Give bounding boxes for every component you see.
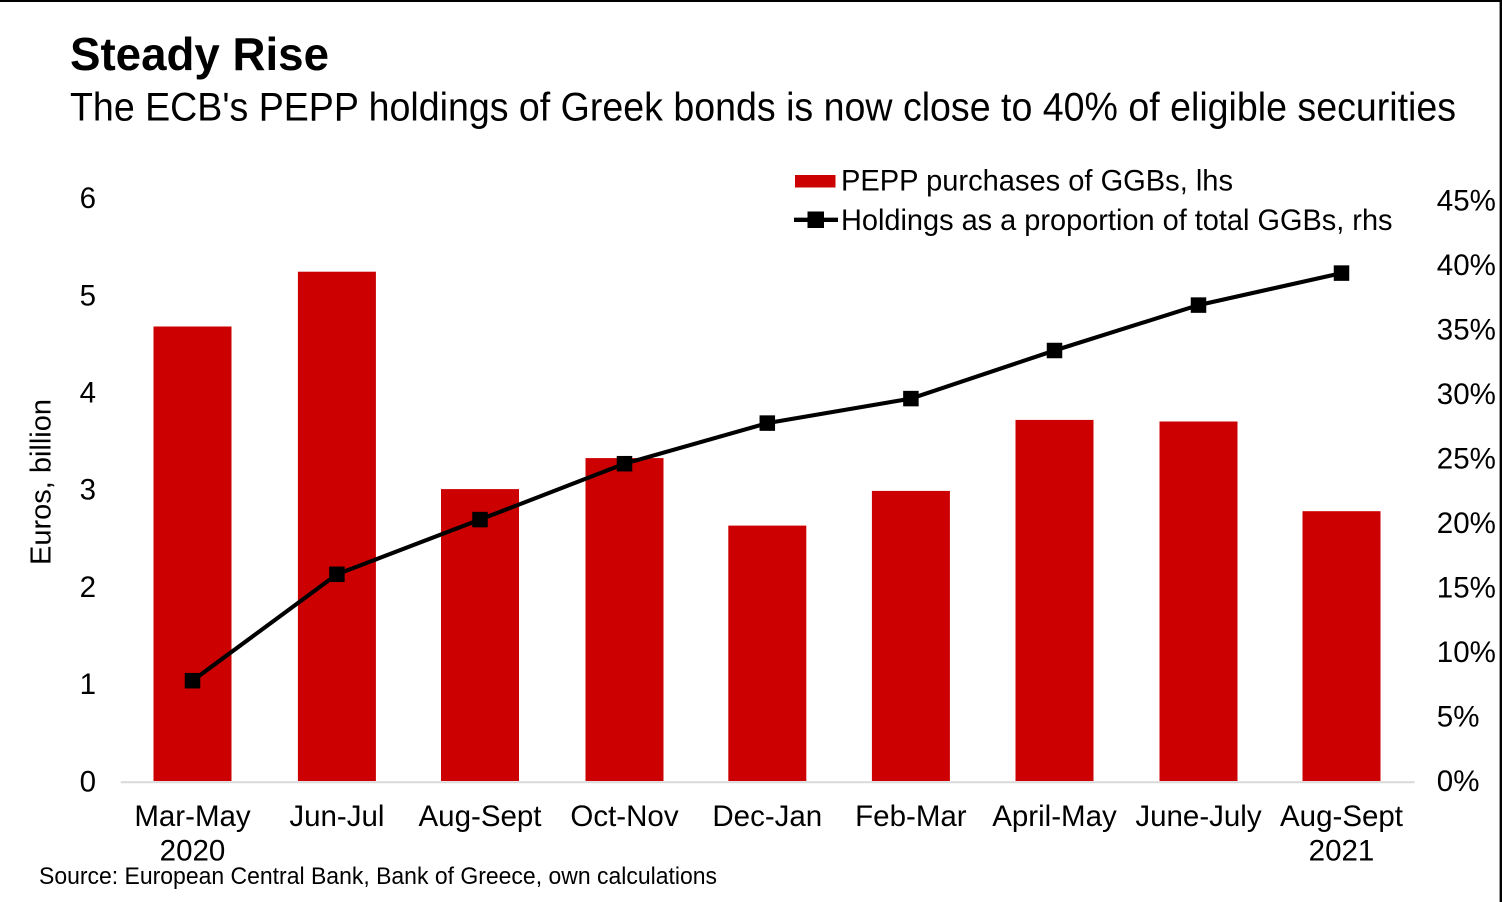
svg-text:20%: 20% [1437, 507, 1496, 540]
svg-text:Holdings as a proportion of to: Holdings as a proportion of total GGBs, … [841, 204, 1393, 237]
svg-text:15%: 15% [1437, 571, 1496, 604]
svg-text:10%: 10% [1437, 636, 1496, 669]
svg-text:2: 2 [80, 571, 96, 604]
svg-text:0%: 0% [1437, 765, 1480, 798]
svg-text:Jun-Jul: Jun-Jul [289, 800, 384, 833]
svg-text:Dec-Jan: Dec-Jan [712, 800, 822, 833]
svg-text:Aug-Sept: Aug-Sept [419, 800, 542, 833]
svg-text:6: 6 [80, 182, 96, 215]
svg-text:Aug-Sept: Aug-Sept [1280, 800, 1403, 833]
svg-text:April-May: April-May [992, 800, 1117, 833]
svg-text:35%: 35% [1437, 313, 1496, 346]
svg-text:PEPP purchases of GGBs, lhs: PEPP purchases of GGBs, lhs [841, 165, 1233, 198]
svg-text:5%: 5% [1437, 701, 1480, 734]
svg-text:Mar-May: Mar-May [134, 800, 251, 833]
svg-text:3: 3 [80, 474, 96, 507]
svg-text:2021: 2021 [1309, 835, 1375, 868]
svg-text:30%: 30% [1437, 378, 1496, 411]
svg-text:1: 1 [80, 668, 96, 701]
svg-text:Steady Rise: Steady Rise [70, 28, 329, 80]
svg-text:The ECB's PEPP holdings of Gre: The ECB's PEPP holdings of Greek bonds i… [70, 86, 1456, 130]
svg-text:2020: 2020 [160, 835, 226, 868]
svg-text:40%: 40% [1437, 249, 1496, 282]
svg-text:Source: European Central Bank,: Source: European Central Bank, Bank of G… [39, 863, 717, 890]
svg-text:Oct-Nov: Oct-Nov [570, 800, 678, 833]
svg-text:June-July: June-July [1135, 800, 1262, 833]
svg-text:45%: 45% [1437, 184, 1496, 217]
svg-text:0: 0 [80, 765, 96, 798]
svg-text:5: 5 [80, 279, 96, 312]
svg-text:25%: 25% [1437, 442, 1496, 475]
svg-text:Euros, billion: Euros, billion [26, 399, 58, 565]
svg-text:Feb-Mar: Feb-Mar [855, 800, 967, 833]
svg-text:4: 4 [80, 377, 96, 410]
